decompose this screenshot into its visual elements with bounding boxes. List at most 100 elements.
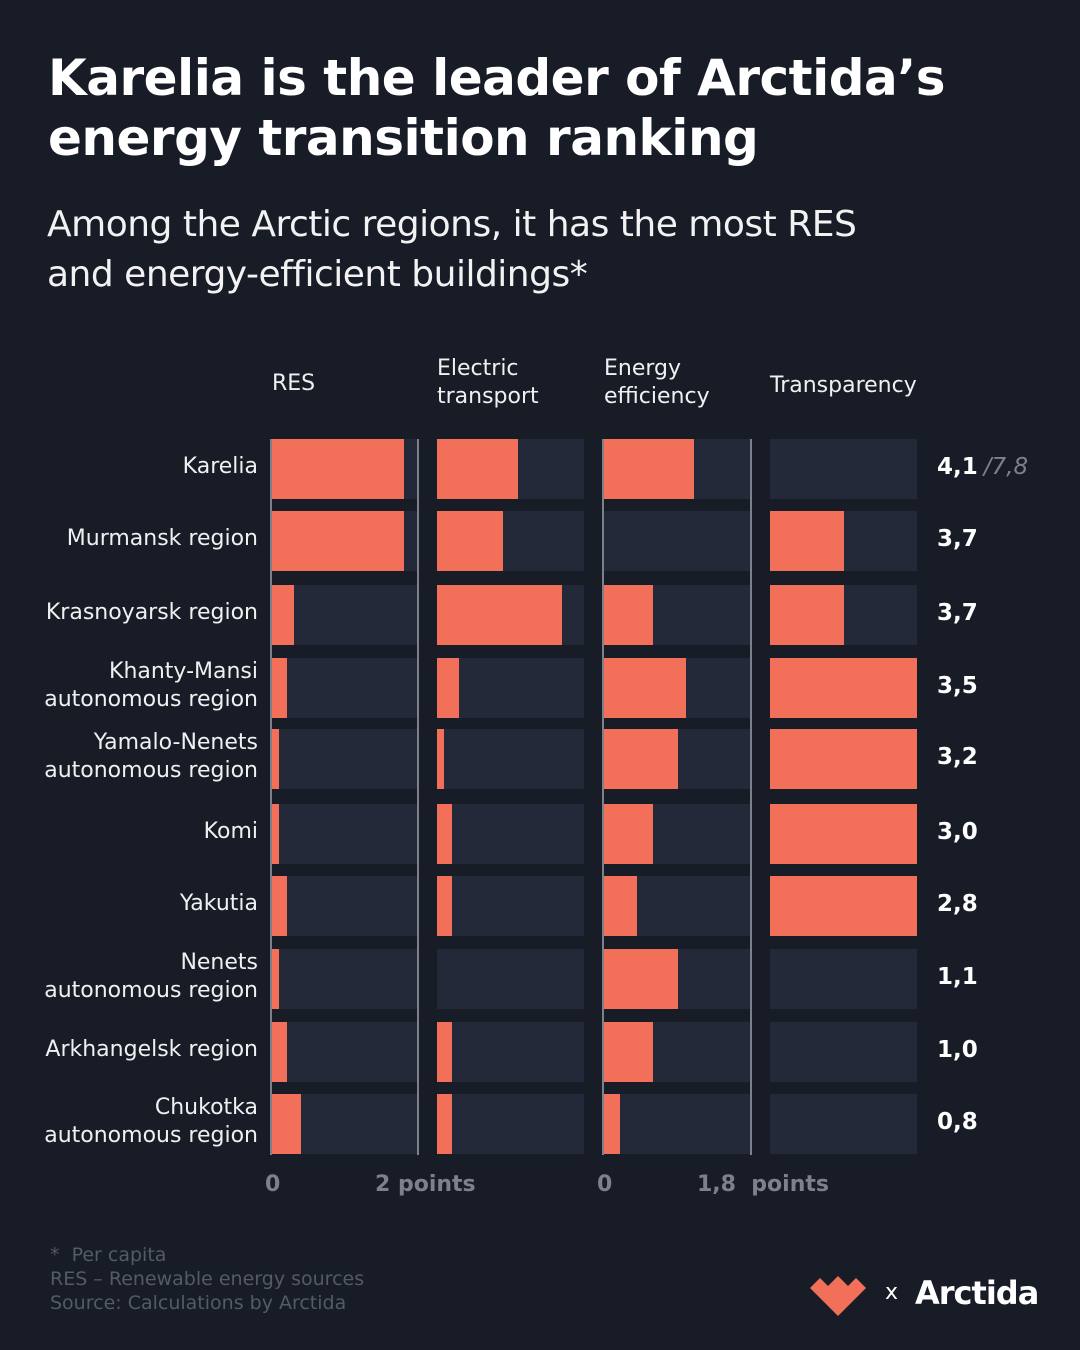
heart-crown-icon (810, 1276, 866, 1316)
bar-track-res (272, 876, 419, 936)
bar-res-yamalo-nenets-autonomous-region (272, 729, 279, 789)
footnote-per-capita: * Per capita (50, 1244, 167, 1266)
bar-res-komi (272, 804, 279, 864)
bar-energy-efficiency-krasnoyarsk-region (604, 585, 653, 645)
bar-energy-efficiency-yamalo-nenets-autonomous-region (604, 729, 678, 789)
bar-electric-transport-yamalo-nenets-autonomous-region (437, 729, 444, 789)
axis-label-res-max: 2 points (375, 1172, 476, 1197)
bar-track-energy-efficiency (604, 876, 751, 936)
bar-track-energy-efficiency (604, 511, 751, 571)
bar-electric-transport-komi (437, 804, 452, 864)
axis-label-res-zero: 0 (265, 1172, 281, 1197)
total-score-karelia: 4,1/7,8 (937, 454, 1028, 480)
bar-energy-efficiency-komi (604, 804, 653, 864)
bar-track-energy-efficiency (604, 729, 751, 789)
bar-res-karelia (272, 439, 404, 499)
region-label-yakutia: Yakutia (180, 890, 258, 918)
region-label-nenets-autonomous-region: Nenets autonomous region (44, 949, 258, 1005)
bar-track-transparency (770, 1022, 917, 1082)
total-score-value: 3,7 (937, 600, 978, 626)
ee-zero-line (602, 439, 604, 1155)
bar-electric-transport-yakutia (437, 876, 452, 936)
bar-track-electric-transport (437, 658, 584, 718)
column-header-line: Energy (604, 356, 682, 381)
bar-electric-transport-khanty-mansi-autonomous-region (437, 658, 459, 718)
bar-track-res (272, 439, 419, 499)
bar-electric-transport-krasnoyarsk-region (437, 585, 562, 645)
total-score-value: 0,8 (937, 1109, 978, 1135)
bar-track-electric-transport (437, 876, 584, 936)
bar-track-energy-efficiency (604, 585, 751, 645)
bar-track-energy-efficiency (604, 804, 751, 864)
region-label-line: Murmansk region (66, 526, 258, 551)
total-max-value: /7,8 (983, 454, 1029, 480)
bar-electric-transport-arkhangelsk-region (437, 1022, 452, 1082)
total-score-komi: 3,0 (937, 819, 978, 845)
total-score-value: 1,0 (937, 1037, 978, 1063)
bar-track-res (272, 658, 419, 718)
region-label-komi: Komi (204, 818, 258, 846)
region-label-line: autonomous region (44, 687, 258, 712)
region-label-murmansk-region: Murmansk region (67, 525, 258, 553)
bar-res-arkhangelsk-region (272, 1022, 287, 1082)
column-header-transparency: Transparency (770, 372, 917, 400)
footnote-source: Source: Calculations by Arctida (50, 1292, 347, 1314)
footnote-res-definition: RES – Renewable energy sources (50, 1268, 365, 1290)
column-header-line: Transparency (770, 373, 917, 398)
bar-res-nenets-autonomous-region (272, 949, 279, 1009)
bar-track-res (272, 1022, 419, 1082)
bar-transparency-krasnoyarsk-region (770, 585, 844, 645)
bar-res-krasnoyarsk-region (272, 585, 294, 645)
region-label-line: autonomous region (44, 1123, 258, 1148)
bar-energy-efficiency-nenets-autonomous-region (604, 949, 678, 1009)
bar-track-transparency (770, 439, 917, 499)
bar-track-transparency (770, 949, 917, 1009)
region-label-chukotka-autonomous-region: Chukotka autonomous region (44, 1094, 258, 1150)
total-score-value: 1,1 (937, 964, 978, 990)
total-score-nenets-autonomous-region: 1,1 (937, 964, 978, 990)
total-score-value: 3,7 (937, 526, 978, 552)
total-score-yamalo-nenets-autonomous-region: 3,2 (937, 744, 978, 770)
region-label-line: autonomous region (44, 978, 258, 1003)
bar-track-electric-transport (437, 729, 584, 789)
bar-electric-transport-murmansk-region (437, 511, 503, 571)
bar-track-res (272, 949, 419, 1009)
bar-track-energy-efficiency (604, 658, 751, 718)
bar-res-khanty-mansi-autonomous-region (272, 658, 287, 718)
column-header-electric-transport: Electric transport (437, 355, 539, 411)
region-label-line: Krasnoyarsk region (45, 600, 258, 625)
column-header-line: transport (437, 384, 539, 409)
bar-track-electric-transport (437, 439, 584, 499)
logos: x Arctida (810, 1270, 1040, 1320)
region-label-line: Khanty-Mansi (109, 659, 258, 684)
column-header-line: Electric (437, 356, 519, 381)
bar-energy-efficiency-khanty-mansi-autonomous-region (604, 658, 686, 718)
region-label-line: Yakutia (179, 891, 258, 916)
bar-track-electric-transport (437, 511, 584, 571)
total-score-value: 4,1 (937, 454, 978, 480)
bar-res-murmansk-region (272, 511, 404, 571)
footnotes: * Per capita RES – Renewable energy sour… (50, 1243, 364, 1315)
bar-electric-transport-karelia (437, 439, 518, 499)
region-label-line: Nenets (180, 950, 258, 975)
bar-energy-efficiency-karelia (604, 439, 694, 499)
region-label-arkhangelsk-region: Arkhangelsk region (45, 1036, 258, 1064)
ee-max-line (750, 439, 752, 1155)
region-label-line: autonomous region (44, 758, 258, 783)
bar-track-energy-efficiency (604, 1022, 751, 1082)
res-zero-line (270, 439, 272, 1155)
logo-separator: x (885, 1280, 899, 1305)
region-label-yamalo-nenets-autonomous-region: Yamalo-Nenets autonomous region (44, 729, 258, 785)
bar-track-electric-transport (437, 949, 584, 1009)
column-header-line: efficiency (604, 384, 710, 409)
bar-track-energy-efficiency (604, 439, 751, 499)
axis-label-ee-max: 1,8 points (697, 1172, 829, 1197)
bar-transparency-yamalo-nenets-autonomous-region (770, 729, 917, 789)
total-score-value: 2,8 (937, 891, 978, 917)
total-score-value: 3,5 (937, 673, 978, 699)
bar-track-electric-transport (437, 1094, 584, 1154)
total-score-arkhangelsk-region: 1,0 (937, 1037, 978, 1063)
region-label-krasnoyarsk-region: Krasnoyarsk region (46, 599, 258, 627)
bar-transparency-yakutia (770, 876, 917, 936)
total-score-value: 3,0 (937, 819, 978, 845)
